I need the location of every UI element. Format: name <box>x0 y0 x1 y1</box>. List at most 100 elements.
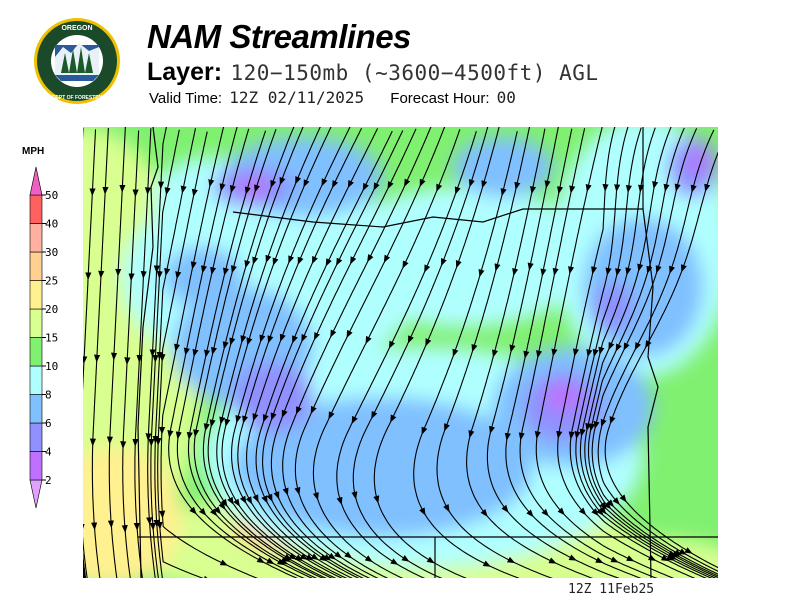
legend-label: 20 <box>45 303 58 316</box>
streamline-arrow <box>570 268 571 271</box>
streamline-arrow <box>517 183 518 186</box>
streamline-arrow <box>203 267 204 270</box>
legend-label: 8 <box>45 389 52 402</box>
streamline-arrow <box>628 269 629 272</box>
streamline-arrow <box>582 430 583 433</box>
streamline-arrow <box>537 432 538 435</box>
streamline-arrow <box>195 350 196 353</box>
streamline-arrow <box>212 421 213 424</box>
streamline-arrow <box>575 350 576 353</box>
streamline-arrow <box>588 186 589 189</box>
color-legend: 2 4 6 8 10 15 20 25 30 40 50 <box>0 140 80 510</box>
streamline-arrow <box>514 269 515 272</box>
streamline-arrow <box>206 425 207 428</box>
legend-swatch <box>30 195 42 224</box>
streamline-arrow <box>170 431 171 434</box>
streamline-arrow <box>512 346 513 349</box>
streamline-arrow <box>677 185 678 188</box>
streamline-arrow <box>183 187 184 190</box>
streamline-arrow <box>298 489 299 492</box>
streamline-arrow <box>706 185 707 188</box>
streamline-arrow <box>555 269 556 272</box>
legend-label: 4 <box>45 446 52 459</box>
streamline-arrow <box>247 188 248 191</box>
streamline-arrow <box>186 349 187 352</box>
streamline-arrow <box>355 493 356 496</box>
streamline-arrow <box>543 270 544 273</box>
page-title: NAM Streamlines <box>147 18 411 56</box>
legend-swatch <box>30 224 42 253</box>
streamline-arrow <box>503 190 504 193</box>
streamline-arrow <box>554 350 555 353</box>
streamline-arrow <box>166 269 167 272</box>
legend-swatch <box>30 338 42 367</box>
streamline-arrow <box>178 273 179 276</box>
svg-text:OREGON: OREGON <box>61 25 92 32</box>
map-timestamp: 12Z 11Feb25 <box>568 582 654 597</box>
legend-label: 30 <box>45 246 58 259</box>
streamline-arrow <box>521 434 522 437</box>
forecast-hour-label: Forecast Hour: <box>390 90 489 107</box>
streamline-arrow <box>196 431 197 434</box>
streamline-arrow <box>532 187 533 190</box>
streamline-arrow <box>178 433 179 436</box>
forecast-hour-value: 00 <box>497 88 516 107</box>
streamline-arrow <box>654 183 655 186</box>
streamline-arrow <box>530 264 531 267</box>
streamline-arrow <box>231 339 232 342</box>
streamline-arrow <box>617 270 618 273</box>
layer-label: Layer: <box>147 58 222 86</box>
streamline-arrow <box>491 427 492 430</box>
valid-time-value: 12Z 02/11/2025 <box>229 88 364 107</box>
streamline-arrow <box>526 352 527 355</box>
legend-swatch <box>30 366 42 395</box>
streamline-arrow <box>167 189 168 192</box>
streamline-arrow <box>559 188 560 191</box>
legend-swatch <box>30 395 42 424</box>
legend-label: 2 <box>45 474 52 487</box>
streamline-arrow <box>666 185 667 188</box>
streamline-arrow <box>232 187 233 190</box>
streamline-arrow <box>176 345 177 348</box>
oregon-department-of-forestry-logo: OREGON DEPT OF FORESTRY <box>33 17 121 105</box>
streamline-arrow <box>227 420 228 423</box>
streamline-arrow <box>595 350 596 353</box>
streamline-arrow <box>210 181 211 184</box>
streamline-arrow <box>639 265 640 268</box>
legend-label: 15 <box>45 332 58 345</box>
streamline-arrow <box>559 432 560 435</box>
wind-speed-region <box>233 362 313 432</box>
legend-swatch <box>30 281 42 310</box>
streamline-arrow <box>589 351 590 354</box>
streamline-arrow <box>693 186 694 189</box>
streamline-arrow <box>547 182 548 185</box>
legend-label: 10 <box>45 360 58 373</box>
streamline-arrow <box>593 268 594 271</box>
streamline-arrow <box>588 424 589 427</box>
wind-speed-region <box>545 383 581 411</box>
streamline-arrow <box>377 497 378 500</box>
streamline-arrow <box>193 263 194 266</box>
streamline-arrow <box>221 418 222 421</box>
layer-row: Layer: 120−150mb (~3600−4500ft) AGL <box>147 58 599 87</box>
streamline-arrow <box>246 262 247 265</box>
streamline-arrow <box>233 267 234 270</box>
streamline-map <box>83 127 718 578</box>
layer-value: 120−150mb (~3600−4500ft) AGL <box>231 61 599 85</box>
streamline-arrow <box>572 187 573 190</box>
streamline-arrow <box>213 348 214 351</box>
legend-label: 6 <box>45 417 52 430</box>
streamline-arrow <box>507 434 508 437</box>
streamline-arrow <box>481 271 482 274</box>
streamline-arrow <box>470 432 471 435</box>
legend-swatch <box>30 309 42 338</box>
legend-label: 25 <box>45 275 58 288</box>
legend-swatch <box>30 252 42 281</box>
streamline-arrow <box>596 423 597 426</box>
legend-swatch <box>30 452 42 481</box>
legend-label: 50 <box>45 189 58 202</box>
streamline-arrow <box>244 417 245 420</box>
streamline-arrow <box>206 351 207 354</box>
legend-label: 40 <box>45 218 58 231</box>
valid-time-row: Valid Time: 12Z 02/11/2025 Forecast Hour… <box>149 88 516 107</box>
